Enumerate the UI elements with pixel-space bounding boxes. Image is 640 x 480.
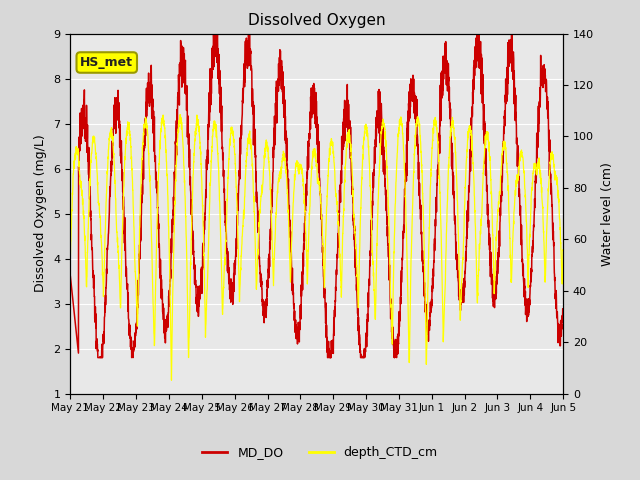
Title: Dissolved Oxygen: Dissolved Oxygen	[248, 13, 386, 28]
Text: HS_met: HS_met	[80, 56, 133, 69]
Y-axis label: Dissolved Oxygen (mg/L): Dissolved Oxygen (mg/L)	[34, 135, 47, 292]
Y-axis label: Water level (cm): Water level (cm)	[601, 162, 614, 265]
Legend: MD_DO, depth_CTD_cm: MD_DO, depth_CTD_cm	[197, 441, 443, 464]
